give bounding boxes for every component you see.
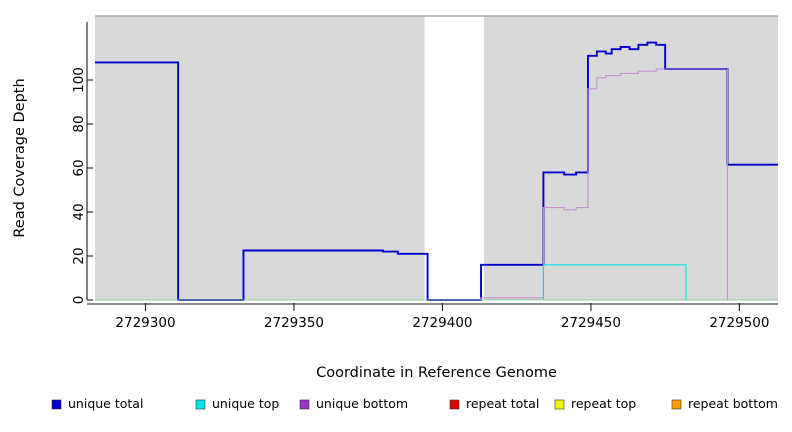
x-axis-title: Coordinate in Reference Genome: [316, 365, 557, 381]
legend-label-repeat-bottom: repeat bottom: [688, 396, 778, 411]
legend-item-unique-top[interactable]: unique top: [195, 396, 279, 411]
legend-swatch-repeat-bottom: [671, 399, 682, 410]
legend-label-unique-bottom: unique bottom: [316, 396, 408, 411]
x-tick-label-2729350: 2729350: [264, 315, 324, 331]
legend-swatch-unique-total: [51, 399, 62, 410]
y-tick-label-60: 60: [71, 159, 87, 176]
series-layer: [95, 41, 778, 301]
legend-swatch-repeat-total: [449, 399, 460, 410]
y-tick-label-80: 80: [71, 115, 87, 132]
series-line-unique-bottom: [95, 68, 778, 301]
legend-item-repeat-top[interactable]: repeat top: [554, 396, 636, 411]
x-tick-label-2729400: 2729400: [412, 315, 472, 331]
legend-label-repeat-total: repeat total: [466, 396, 539, 411]
legend-swatch-unique-bottom: [299, 399, 310, 410]
y-tick-label-100: 100: [71, 67, 87, 93]
legend-swatch-unique-top: [195, 399, 206, 410]
legend-item-unique-total[interactable]: unique total: [51, 396, 143, 411]
legend-item-repeat-total[interactable]: repeat total: [449, 396, 539, 411]
legend-label-repeat-top: repeat top: [571, 396, 636, 411]
legend-label-unique-top: unique top: [212, 396, 279, 411]
legend-swatch-repeat-top: [554, 399, 565, 410]
y-axis-title: Read Coverage Depth: [12, 78, 28, 237]
legend-item-unique-bottom[interactable]: unique bottom: [299, 396, 408, 411]
y-tick-label-0: 0: [71, 296, 87, 305]
plot-background-segment-0: [95, 16, 425, 300]
legend-label-unique-total: unique total: [68, 396, 143, 411]
axis-labels-layer: 0 20 40 60 80 100 2729300 2729350 2729400 2729450…: [12, 67, 769, 381]
y-tick-label-20: 20: [71, 247, 87, 264]
legend-item-repeat-bottom[interactable]: repeat bottom: [671, 396, 778, 411]
axes-layer: [86, 22, 778, 311]
chart-legend: unique total unique top unique bottom repea…: [51, 396, 778, 411]
series-line-unique-total: [95, 41, 778, 301]
x-tick-label-2729500: 2729500: [709, 315, 769, 331]
plot-background-segment-1: [484, 16, 778, 300]
y-tick-label-40: 40: [71, 203, 87, 220]
x-tick-label-2729450: 2729450: [561, 315, 621, 331]
x-tick-label-2729300: 2729300: [115, 315, 175, 331]
